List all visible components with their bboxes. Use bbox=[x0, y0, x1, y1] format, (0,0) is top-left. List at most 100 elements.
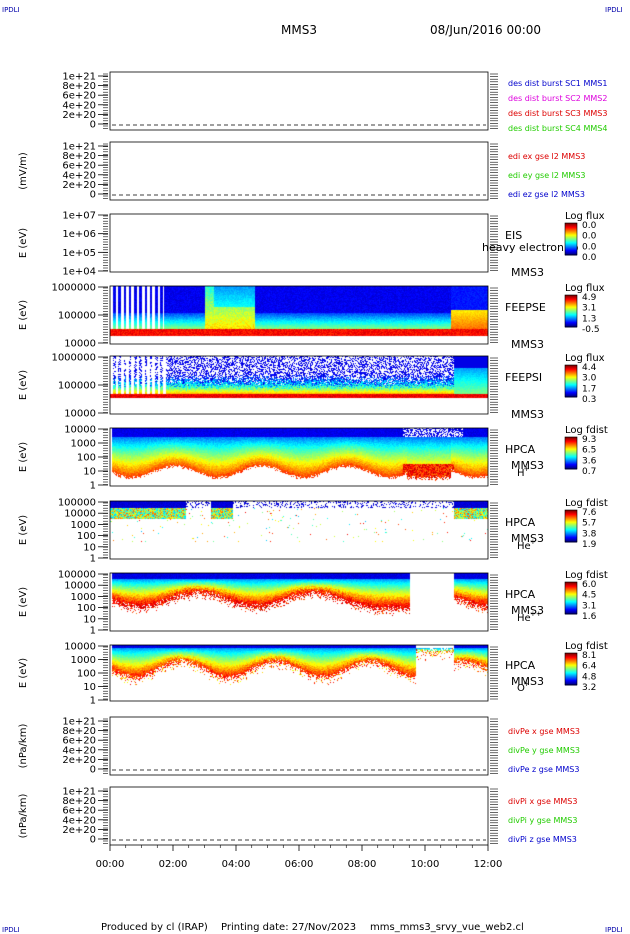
panel-frame-9 bbox=[109, 716, 489, 776]
colorbar-tick-8-3: 3.2 bbox=[582, 683, 596, 693]
colorbar-tick-5-0: 9.3 bbox=[582, 435, 596, 445]
colorbar-step-2-19 bbox=[565, 242, 577, 244]
colorbar-step-6-3 bbox=[565, 513, 577, 515]
colorbar-step-6-14 bbox=[565, 524, 577, 526]
colorbar-step-5-3 bbox=[565, 440, 577, 442]
colorbar-step-7-14 bbox=[565, 596, 577, 598]
colorbar-step-4-18 bbox=[565, 383, 577, 385]
colorbar-title-3: Log flux bbox=[565, 283, 605, 294]
ytick-label-5-1: 1000 bbox=[71, 439, 96, 450]
spectrogram-image-3 bbox=[110, 286, 488, 344]
colorbar-step-6-20 bbox=[565, 530, 577, 532]
colorbar-step-2-12 bbox=[565, 235, 577, 237]
colorbar-step-4-17 bbox=[565, 382, 577, 384]
colorbar-step-8-16 bbox=[565, 669, 577, 671]
colorbar-step-2-4 bbox=[565, 227, 577, 229]
plot-date: 08/Jun/2016 00:00 bbox=[430, 23, 541, 37]
ytick-label-9-4: 2e+20 bbox=[62, 755, 96, 766]
legend-entry-9-0: divPe x gse MMS3 bbox=[508, 727, 580, 736]
colorbar-step-2-1 bbox=[565, 224, 577, 226]
colorbar-step-3-14 bbox=[565, 309, 577, 311]
colorbar-step-6-4 bbox=[565, 514, 577, 516]
colorbar-step-4-1 bbox=[565, 366, 577, 368]
xtick-label-5: 10:00 bbox=[411, 859, 440, 870]
ytick-label-5-0: 10000 bbox=[64, 425, 96, 436]
footer-filename: mms_mms3_srvy_vue_web2.cl bbox=[370, 922, 524, 933]
colorbar-step-5-17 bbox=[565, 454, 577, 456]
footer-produced: Produced by cl (IRAP) bbox=[101, 922, 208, 933]
colorbar-step-4-19 bbox=[565, 384, 577, 386]
instrument-label-7: HPCA bbox=[505, 588, 536, 601]
colorbar-tick-8-1: 6.4 bbox=[582, 662, 597, 672]
sc-label-4: MMS3 bbox=[511, 408, 544, 421]
colorbar-step-6-17 bbox=[565, 527, 577, 529]
spectrogram-image-8 bbox=[110, 645, 488, 701]
colorbar-step-8-20 bbox=[565, 673, 577, 675]
colorbar-step-4-9 bbox=[565, 374, 577, 376]
ytick-label-9-0: 1e+21 bbox=[62, 717, 96, 728]
colorbar-step-4-21 bbox=[565, 386, 577, 388]
ytick-label-1-4: 2e+20 bbox=[62, 180, 96, 191]
colorbar-step-6-5 bbox=[565, 515, 577, 517]
sc-label-6: MMS3 bbox=[511, 532, 544, 545]
colorbar-step-5-16 bbox=[565, 453, 577, 455]
sc-label-3: MMS3 bbox=[511, 338, 544, 351]
colorbar-step-7-8 bbox=[565, 590, 577, 592]
colorbar-tick-4-1: 3.0 bbox=[582, 374, 597, 384]
colorbar-step-2-2 bbox=[565, 225, 577, 227]
ytick-label-10-1: 8e+20 bbox=[62, 796, 96, 807]
colorbar-step-7-22 bbox=[565, 604, 577, 606]
colorbar-step-7-3 bbox=[565, 585, 577, 587]
colorbar-step-8-15 bbox=[565, 668, 577, 670]
colorbar-step-4-29 bbox=[565, 394, 577, 396]
xtick-label-3: 06:00 bbox=[285, 859, 314, 870]
colorbar-step-6-6 bbox=[565, 516, 577, 518]
colorbar-step-5-8 bbox=[565, 445, 577, 447]
colorbar-step-7-9 bbox=[565, 591, 577, 593]
time-axis: 00:00 02:00 04:00 06:00 08:00 10:00 12:00 bbox=[96, 845, 502, 870]
plot-title: MMS3 bbox=[281, 23, 317, 37]
colorbar-step-5-9 bbox=[565, 446, 577, 448]
colorbar-step-2-11 bbox=[565, 234, 577, 236]
panel-frame-5 bbox=[109, 427, 489, 487]
colorbar-step-3-4 bbox=[565, 299, 577, 301]
instrument-label-2: EIS bbox=[505, 229, 522, 242]
ytick-label-0-5: 0 bbox=[90, 120, 96, 131]
ytick-label-6-1: 10000 bbox=[64, 509, 96, 520]
colorbar-step-5-21 bbox=[565, 458, 577, 460]
colorbar-step-4-15 bbox=[565, 380, 577, 382]
colorbar-tick-4-0: 4.4 bbox=[582, 363, 597, 373]
colorbar-step-7-2 bbox=[565, 584, 577, 586]
colorbar-step-8-5 bbox=[565, 658, 577, 660]
colorbar-step-4-22 bbox=[565, 387, 577, 389]
panel-frame-0 bbox=[109, 71, 489, 131]
colorbar-step-8-17 bbox=[565, 670, 577, 672]
colorbar-step-5-7 bbox=[565, 444, 577, 446]
colorbar-step-3-3 bbox=[565, 298, 577, 300]
ytick-label-2-0: 1e+07 bbox=[62, 211, 96, 222]
spectrogram-image-7 bbox=[110, 573, 488, 631]
ytick-label-0-1: 8e+20 bbox=[62, 81, 96, 92]
colorbar-title-5: Log fdist bbox=[565, 425, 608, 436]
legend-entry-10-2: divPi z gse MMS3 bbox=[508, 835, 577, 844]
colorbar-step-3-25 bbox=[565, 320, 577, 322]
colorbar-step-6-22 bbox=[565, 532, 577, 534]
colorbar-step-7-19 bbox=[565, 601, 577, 603]
colorbar-step-5-4 bbox=[565, 441, 577, 443]
colorbar-step-2-30 bbox=[565, 253, 577, 255]
ylabel-1: (mV/m) bbox=[18, 152, 29, 190]
colorbar-step-5-26 bbox=[565, 463, 577, 465]
ytick-label-0-0: 1e+21 bbox=[62, 72, 96, 83]
colorbar-step-4-27 bbox=[565, 392, 577, 394]
colorbar-step-7-24 bbox=[565, 606, 577, 608]
colorbar-step-8-23 bbox=[565, 676, 577, 678]
colorbar-step-8-14 bbox=[565, 667, 577, 669]
colorbar-step-8-28 bbox=[565, 681, 577, 683]
colorbar-step-3-13 bbox=[565, 308, 577, 310]
colorbar-step-3-30 bbox=[565, 325, 577, 327]
xtick-label-1: 02:00 bbox=[159, 859, 188, 870]
colorbar-step-5-30 bbox=[565, 467, 577, 469]
colorbar-step-2-16 bbox=[565, 239, 577, 241]
colorbar-step-3-5 bbox=[565, 300, 577, 302]
colorbar-step-6-30 bbox=[565, 540, 577, 542]
